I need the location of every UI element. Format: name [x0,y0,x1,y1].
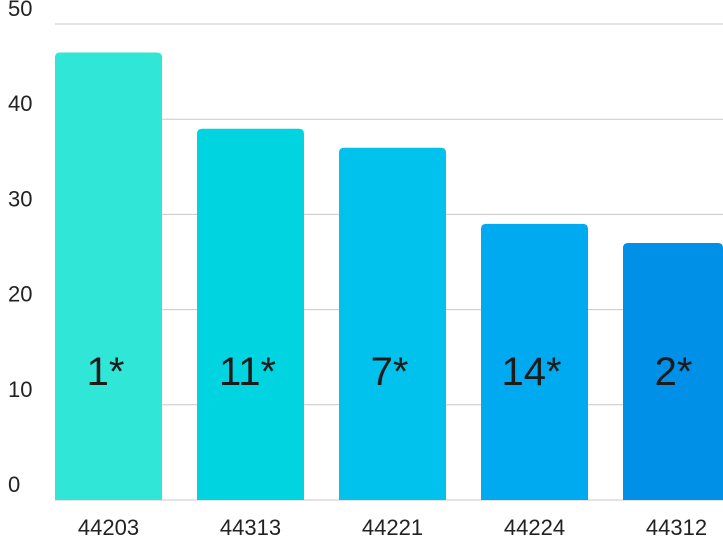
x-tick-label: 44203 [78,515,139,540]
x-tick-label: 44224 [504,515,565,540]
bar-44221 [339,147,446,500]
y-tick-label: 40 [8,91,32,116]
y-tick-label: 50 [8,0,32,21]
bar-label: 7* [371,350,409,394]
y-tick-label: 10 [8,377,32,402]
y-axis-ticks: 0 10 20 30 40 50 [8,0,32,497]
x-axis-ticks: 44203 44313 44221 44224 44312 [78,515,707,540]
bar-label: 1* [87,350,125,394]
bar-44312 [623,242,723,500]
bar-44203 [55,52,162,501]
bar-44313 [197,128,304,500]
y-tick-label: 30 [8,186,32,211]
bar-label: 14* [501,350,561,394]
y-tick-label: 20 [8,282,32,307]
x-tick-label: 44221 [362,515,423,540]
bars: 1* 11* 7* 14* 2* [55,52,723,501]
bar-44224 [481,223,588,501]
x-tick-label: 44313 [220,515,281,540]
x-tick-label: 44312 [646,515,707,540]
bar-label: 2* [655,350,693,394]
y-tick-label: 0 [8,472,20,497]
bar-label: 11* [219,350,276,394]
